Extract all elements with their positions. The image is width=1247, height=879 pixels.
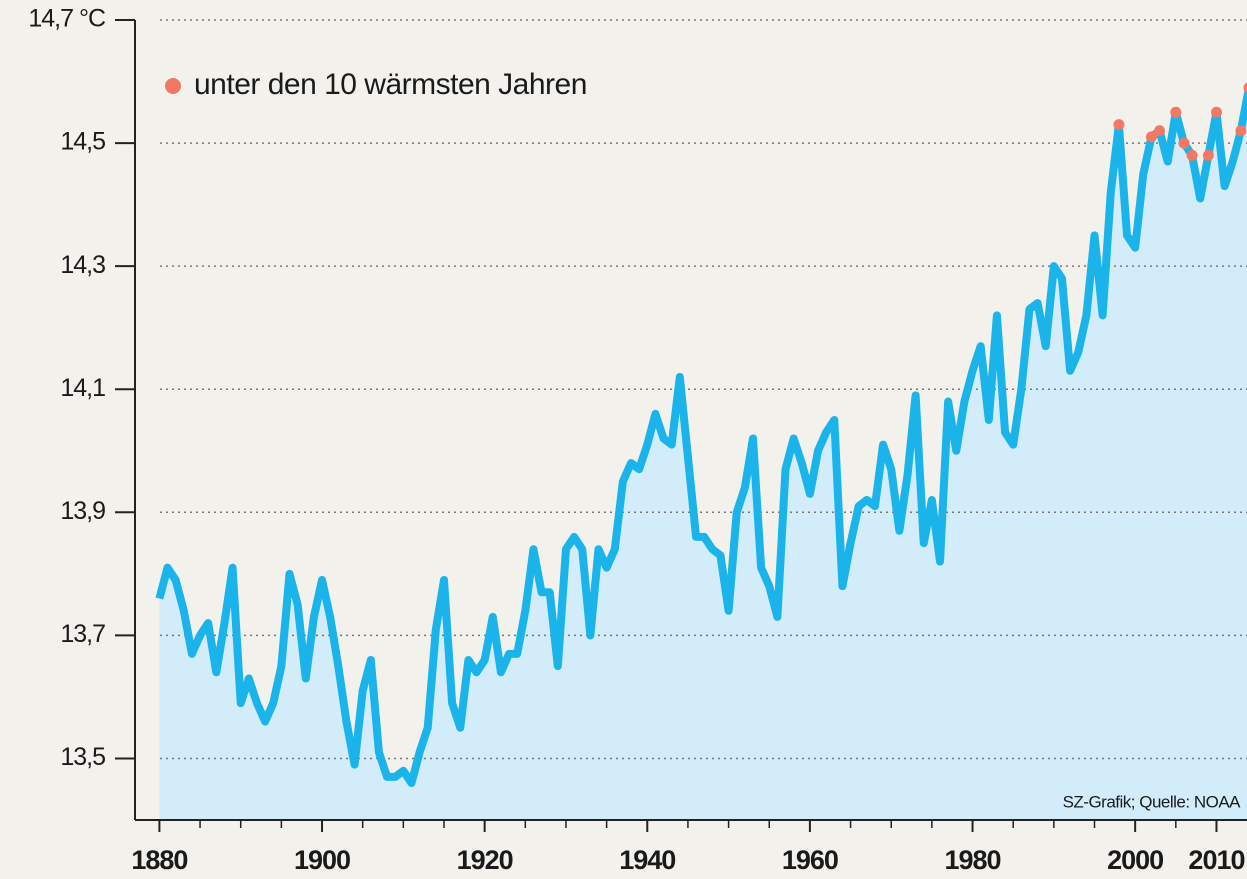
y-tick-label: 14,1 — [60, 374, 105, 402]
highlight-dot — [1210, 106, 1222, 118]
area — [159, 98, 1247, 820]
x-tick-label: 2000 — [1107, 845, 1163, 875]
y-tick-label: 13,9 — [60, 497, 105, 525]
highlight-dot — [1113, 119, 1125, 131]
highlight-dot — [1235, 125, 1247, 137]
x-tick-label: 1960 — [782, 845, 838, 875]
x-tick-label: 1980 — [944, 845, 1000, 875]
x-tick-label: 2010 — [1188, 845, 1244, 875]
y-tick-label: 14,7 °C — [28, 5, 106, 33]
line — [155, 86, 1247, 788]
highlight-dot — [1186, 149, 1198, 161]
x-tick-label: 1880 — [131, 845, 187, 875]
y-tick-label: 13,5 — [60, 743, 105, 771]
highlight-dot — [1170, 106, 1182, 118]
source: SZ-Grafik; Quelle: NOAA — [1063, 792, 1242, 811]
highlight-dot — [1178, 137, 1190, 149]
x-tick-label: 1920 — [457, 845, 513, 875]
y-tick-label: 13,7 — [60, 620, 105, 648]
y-tick-label: 14,3 — [60, 251, 105, 279]
highlight-dot — [1202, 149, 1214, 161]
highlight-dot — [1243, 82, 1247, 93]
x-tick-label: 1940 — [619, 845, 675, 875]
highlight-dot — [1145, 131, 1157, 143]
x-tick-label: 1900 — [294, 845, 350, 875]
highlight-dot — [1154, 125, 1166, 137]
y-tick-label: 14,5 — [60, 128, 105, 156]
legend-label: unter den 10 wärmsten Jahren — [194, 68, 587, 101]
legend-dot — [165, 78, 181, 94]
